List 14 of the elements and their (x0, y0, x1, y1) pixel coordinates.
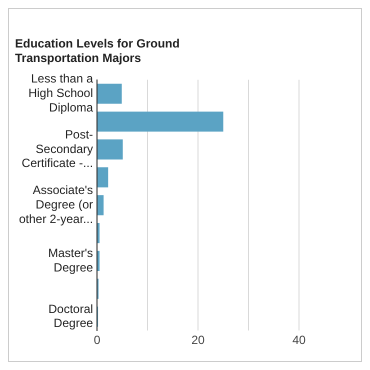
bar (98, 84, 122, 104)
x-tick-label: 20 (191, 333, 206, 348)
bar (98, 167, 108, 188)
x-tick-label: 40 (292, 333, 306, 348)
bar (98, 195, 104, 216)
y-tick-label: Post-Secondary Certificate -... (22, 127, 94, 170)
bar (98, 112, 224, 132)
y-tick-label: Less than a High School Diploma (28, 72, 94, 114)
y-tick-label: Doctoral Degree (48, 302, 94, 330)
y-tick-label: Associate's Degree (or other 2-year... (18, 183, 94, 226)
chart-title: Education Levels for Ground Transportation Majors (15, 36, 180, 65)
bar (98, 139, 123, 160)
x-tick-label: 0 (94, 333, 101, 348)
y-tick-label: Master's Degree (48, 246, 94, 274)
